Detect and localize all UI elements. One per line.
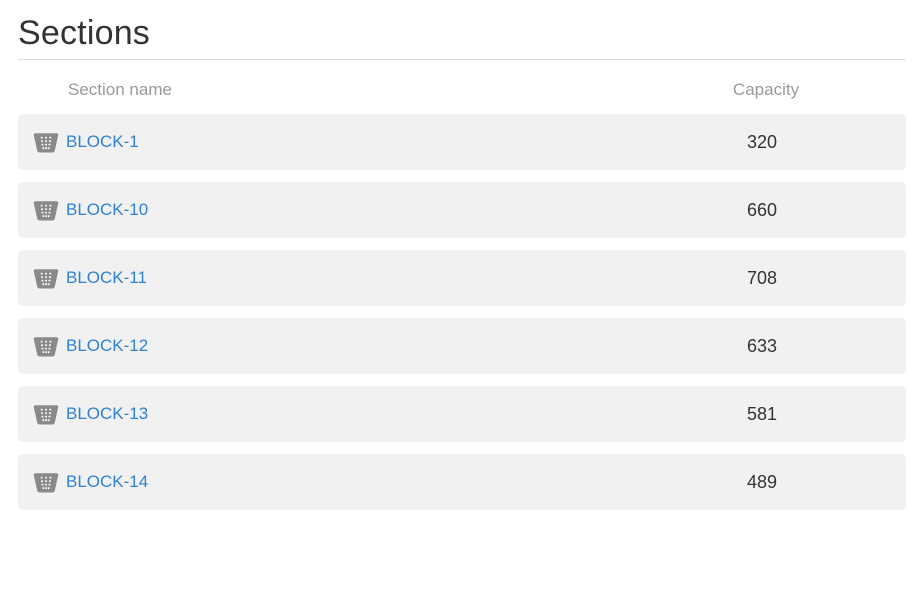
section-icon — [32, 128, 60, 156]
section-icon — [32, 264, 60, 292]
table-row: BLOCK-1 320 — [18, 114, 906, 170]
section-link[interactable]: BLOCK-11 — [66, 268, 147, 288]
table-row: BLOCK-11 708 — [18, 250, 906, 306]
section-link[interactable]: BLOCK-10 — [66, 200, 148, 220]
capacity-value: 320 — [632, 132, 892, 153]
section-icon — [32, 264, 60, 292]
table-row: BLOCK-10 660 — [18, 182, 906, 238]
capacity-value: 489 — [632, 472, 892, 493]
capacity-value: 581 — [632, 404, 892, 425]
page-title: Sections — [18, 14, 906, 53]
divider — [18, 59, 906, 60]
capacity-value: 708 — [632, 268, 892, 289]
section-icon — [32, 332, 60, 360]
section-icon — [32, 196, 60, 224]
table-row: BLOCK-13 581 — [18, 386, 906, 442]
row-name-cell: BLOCK-14 — [32, 468, 632, 496]
section-link[interactable]: BLOCK-1 — [66, 132, 139, 152]
section-icon — [32, 196, 60, 224]
row-name-cell: BLOCK-11 — [32, 264, 632, 292]
row-name-cell: BLOCK-13 — [32, 400, 632, 428]
section-link[interactable]: BLOCK-14 — [66, 472, 148, 492]
capacity-value: 660 — [632, 200, 892, 221]
table-row: BLOCK-12 633 — [18, 318, 906, 374]
column-header-name: Section name — [28, 80, 636, 100]
section-icon — [32, 128, 60, 156]
section-icon — [32, 400, 60, 428]
section-icon — [32, 468, 60, 496]
column-header-capacity: Capacity — [636, 80, 896, 100]
capacity-value: 633 — [632, 336, 892, 357]
table-row: BLOCK-14 489 — [18, 454, 906, 510]
table-body: BLOCK-1 320 BLOCK-10 660 BLOCK-11 708 BLOCK… — [18, 114, 906, 510]
section-link[interactable]: BLOCK-13 — [66, 404, 148, 424]
section-icon — [32, 400, 60, 428]
table-header: Section name Capacity — [18, 72, 906, 114]
section-link[interactable]: BLOCK-12 — [66, 336, 148, 356]
section-icon — [32, 468, 60, 496]
row-name-cell: BLOCK-12 — [32, 332, 632, 360]
row-name-cell: BLOCK-1 — [32, 128, 632, 156]
section-icon — [32, 332, 60, 360]
row-name-cell: BLOCK-10 — [32, 196, 632, 224]
